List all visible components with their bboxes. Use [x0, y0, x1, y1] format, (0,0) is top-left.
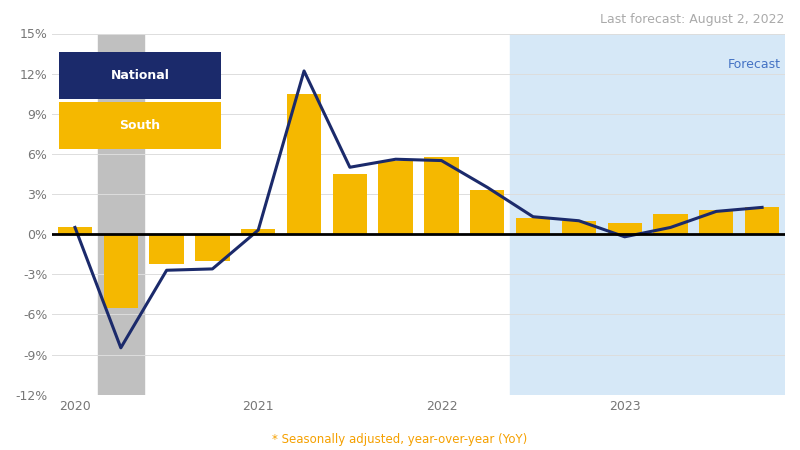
National: [70, 225, 80, 230]
National: [711, 209, 721, 214]
National: [391, 157, 401, 162]
Text: * Seasonally adjusted, year-over-year (YoY): * Seasonally adjusted, year-over-year (Y…: [272, 432, 528, 446]
Bar: [699, 210, 734, 234]
Bar: [470, 190, 505, 234]
Bar: [654, 214, 688, 234]
National: [482, 184, 492, 190]
National: [574, 218, 584, 224]
Bar: [424, 157, 458, 234]
Bar: [287, 94, 322, 234]
National: [758, 205, 767, 210]
National: [116, 345, 126, 351]
Bar: [378, 161, 413, 234]
National: [162, 268, 171, 273]
Bar: [510, 33, 785, 395]
National: [528, 214, 538, 220]
National: [299, 68, 309, 74]
Bar: [745, 207, 779, 234]
National: [620, 234, 630, 239]
Bar: [104, 234, 138, 308]
Bar: [58, 227, 92, 234]
Bar: [562, 221, 596, 234]
Text: Last forecast: August 2, 2022: Last forecast: August 2, 2022: [600, 14, 784, 27]
National: [345, 165, 354, 170]
Text: South: South: [119, 119, 161, 132]
Line: National: National: [75, 71, 762, 348]
Bar: [516, 218, 550, 234]
National: [437, 158, 446, 163]
Bar: [241, 229, 275, 234]
Bar: [195, 234, 230, 261]
National: [666, 225, 675, 230]
Bar: [150, 234, 184, 264]
Text: National: National: [110, 68, 170, 81]
Text: Forecast: Forecast: [727, 58, 781, 71]
FancyBboxPatch shape: [59, 102, 221, 149]
National: [254, 227, 263, 233]
Bar: [98, 33, 144, 395]
National: [208, 266, 218, 272]
FancyBboxPatch shape: [59, 52, 221, 99]
Bar: [333, 174, 367, 234]
Bar: [607, 224, 642, 234]
